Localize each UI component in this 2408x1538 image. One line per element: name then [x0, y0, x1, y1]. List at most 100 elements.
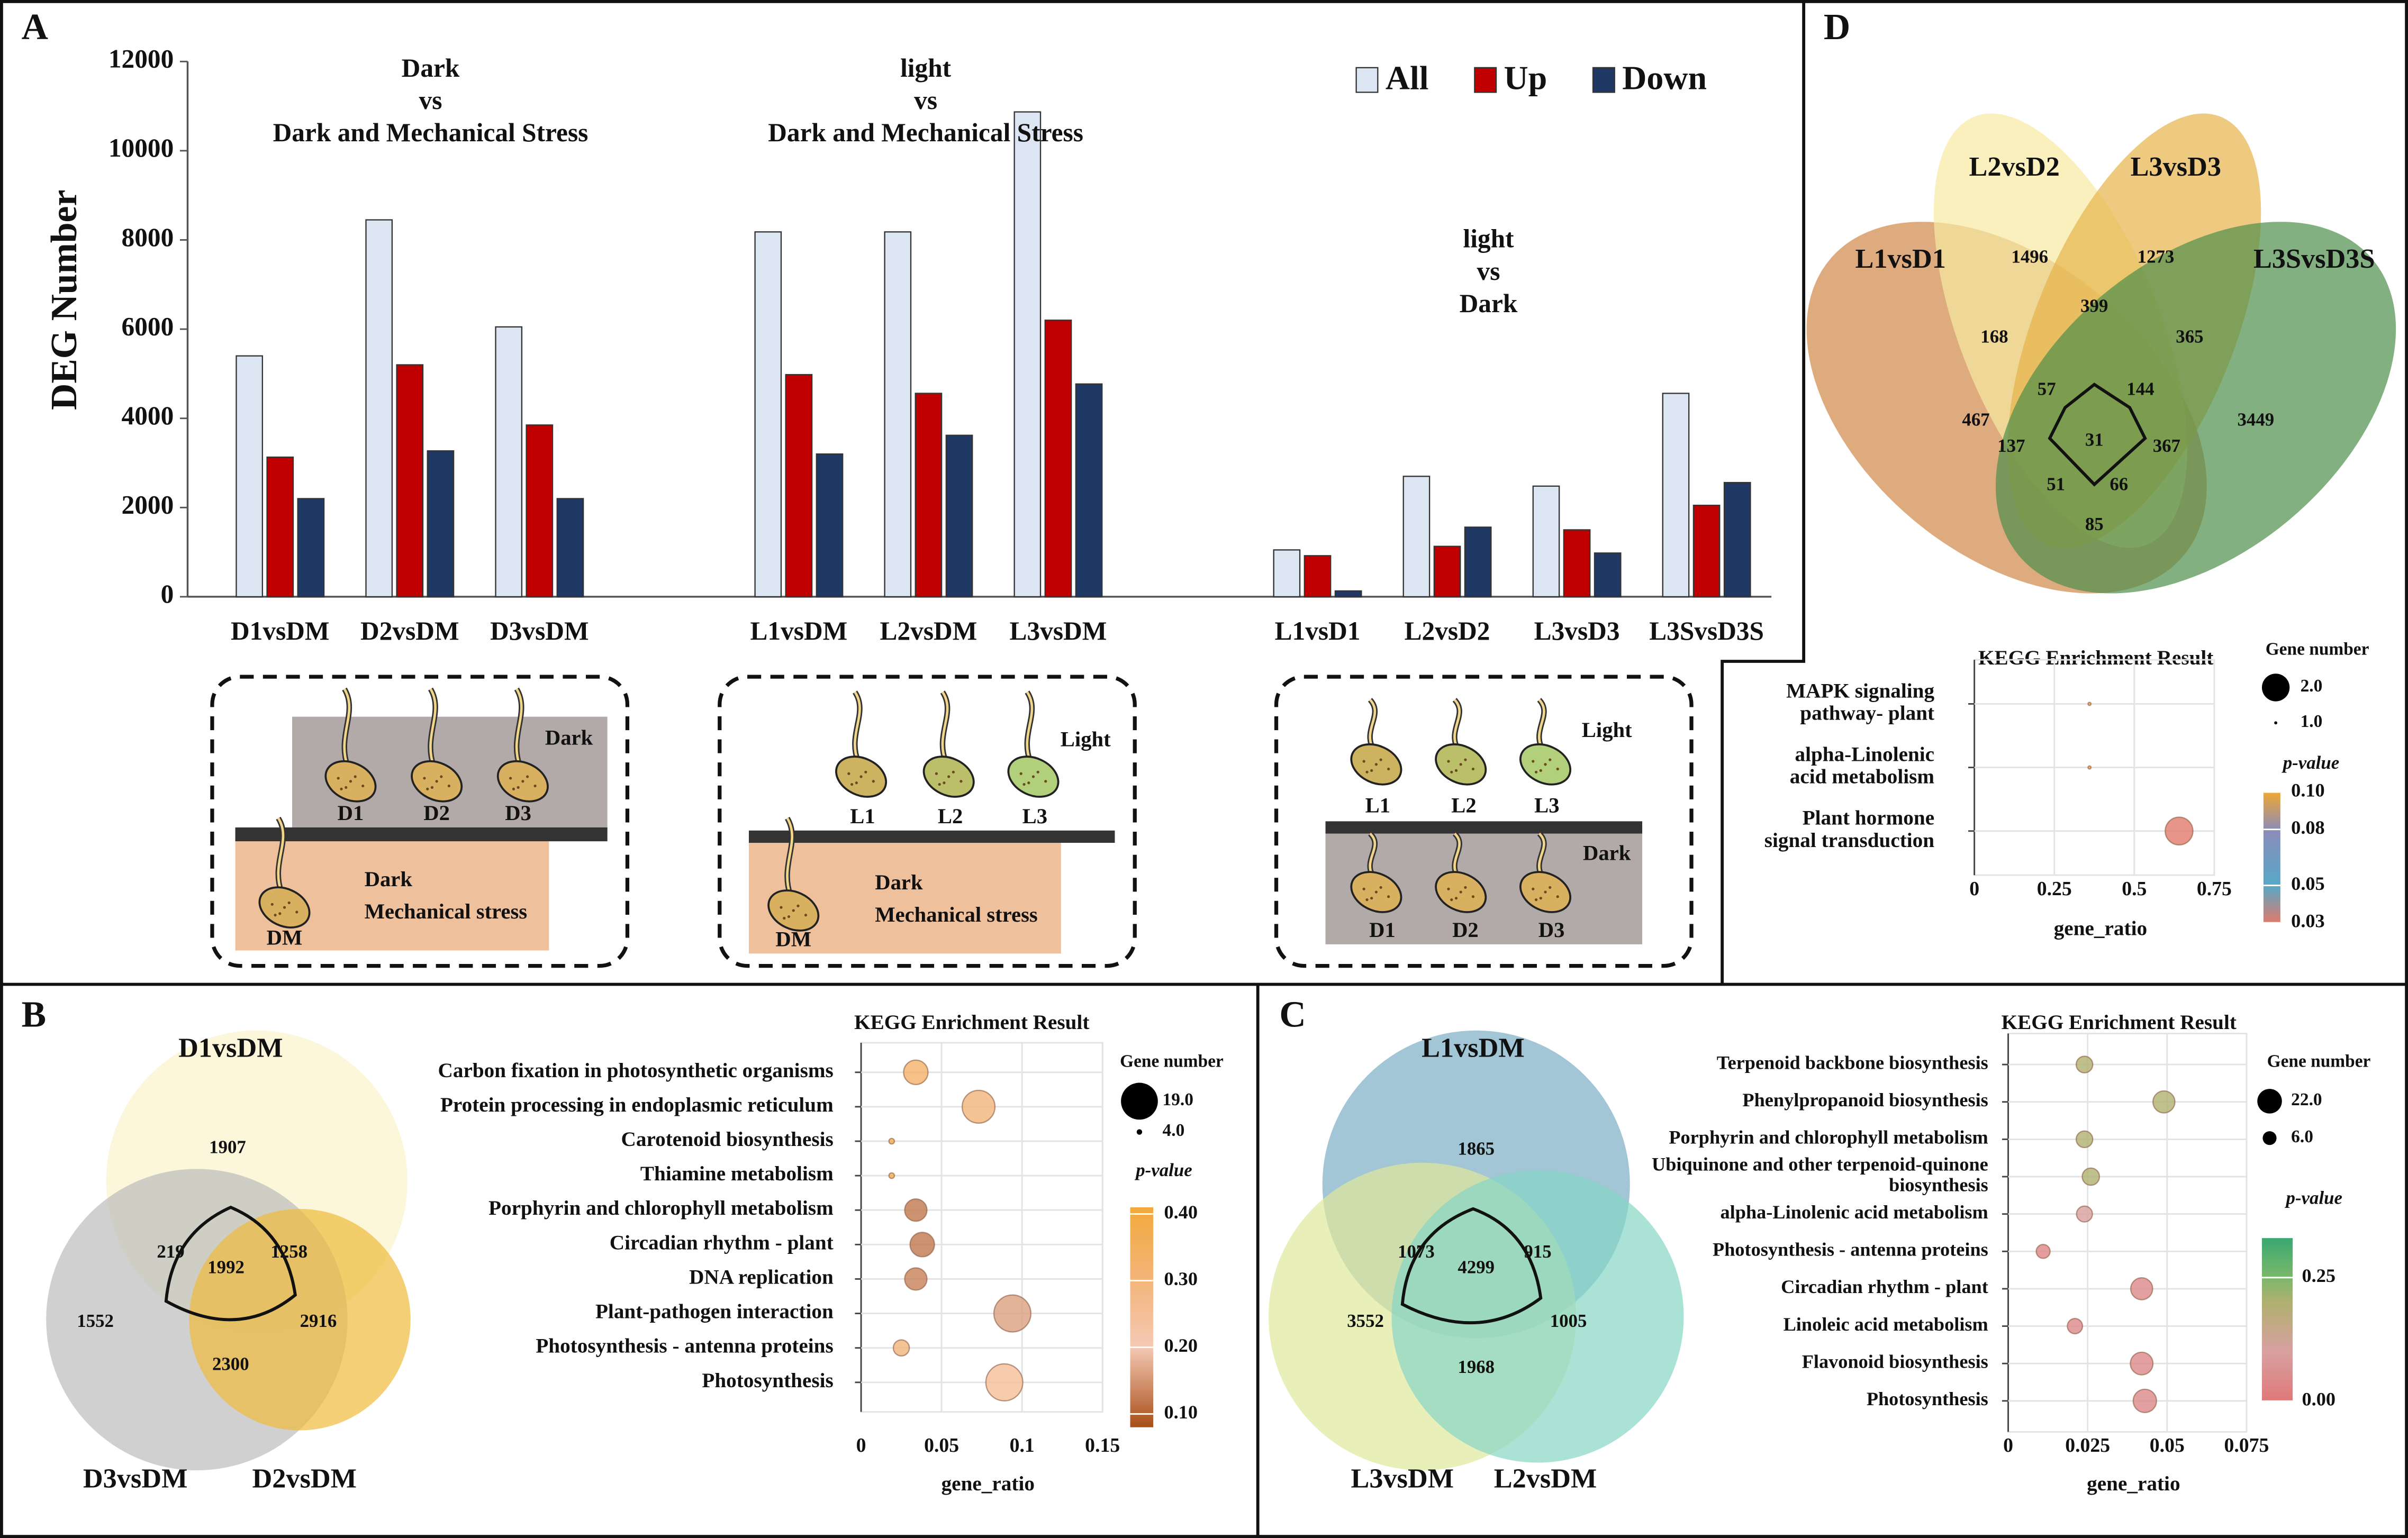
size-legend-mark: [1136, 1129, 1143, 1135]
bar: [1334, 590, 1362, 598]
bubble: [985, 1363, 1024, 1402]
seedling: [411, 687, 463, 803]
diagram-label: L3: [1022, 804, 1047, 828]
seedling: [1435, 831, 1487, 913]
bar: [1433, 545, 1461, 598]
barrier: [235, 827, 608, 842]
stem: [1538, 699, 1545, 750]
seed-dot: [847, 772, 850, 775]
seed-dot: [1454, 897, 1458, 900]
venn-set: [189, 1208, 411, 1431]
seed-dot: [1459, 763, 1462, 766]
seed-dot: [533, 784, 537, 788]
y-tick-label: 10000: [108, 133, 174, 162]
seed-dot: [354, 775, 357, 778]
y-tick-label: Carotenoid biosynthesis: [621, 1128, 834, 1151]
y-tick-label: Photosynthesis: [1867, 1388, 1988, 1409]
panel-label: C: [1279, 994, 1306, 1035]
seed-dot: [850, 782, 854, 786]
seedling: [1007, 690, 1060, 798]
seed-dot: [872, 780, 875, 783]
seed-dot: [938, 782, 941, 786]
stem: [343, 688, 351, 767]
y-tick-label: 0: [161, 579, 174, 608]
y-tick-label: Carbon fixation in photosynthetic organi…: [438, 1059, 834, 1082]
bar: [365, 219, 393, 598]
seed-dot: [1549, 758, 1552, 761]
x-tick-label: 0.5: [2122, 878, 2147, 900]
bar: [1723, 481, 1751, 598]
seed-dot: [1031, 775, 1035, 778]
seed-dot: [1036, 770, 1039, 773]
venn-count: 1865: [1458, 1138, 1495, 1159]
seed-dot: [1027, 781, 1030, 785]
venn-count: 1968: [1458, 1357, 1495, 1377]
bar: [754, 231, 782, 598]
diagram-box: [718, 675, 1137, 968]
bar: [1273, 549, 1301, 598]
diagram-label: D2: [1452, 918, 1479, 942]
venn-core: [2048, 383, 2147, 487]
bubble: [2067, 1318, 2084, 1335]
colorbar-label: 0.03: [2291, 911, 2325, 932]
stem: [1026, 691, 1034, 762]
y-tick-label-line: signal transduction: [1764, 829, 1935, 852]
seed-dot: [1379, 886, 1382, 889]
colorbar-label: 0.10: [1164, 1402, 1198, 1423]
bar: [1402, 476, 1431, 598]
bubble: [888, 1137, 895, 1145]
seed-dot: [1454, 769, 1458, 772]
bar: [884, 231, 912, 598]
venn-set-label: L1vsDM: [1422, 1032, 1525, 1063]
x-tick-label: L1vsD1: [1275, 616, 1361, 645]
annotation: vs: [914, 86, 937, 115]
legend-swatch: [1474, 67, 1497, 93]
bubble: [993, 1294, 1031, 1333]
seedling: [1519, 831, 1572, 913]
bar: [556, 498, 584, 598]
y-tick-label: 6000: [122, 312, 174, 341]
venn-count: 365: [2176, 326, 2203, 347]
bar: [1044, 320, 1072, 598]
seed-dot: [780, 906, 783, 909]
y-tick-label: MAPK signaling pathway- plant: [1786, 679, 1934, 724]
y-tick-label: Plant-pathogen interaction: [595, 1300, 834, 1323]
panel-label: D: [1824, 7, 1850, 48]
bubble: [2130, 1277, 2153, 1300]
panel-label: A: [22, 7, 48, 48]
y-tick-label: alpha-Linolenic acid metabolism: [1721, 1202, 1988, 1223]
seed-dot: [1464, 886, 1467, 889]
diagram-label: DM: [267, 925, 303, 949]
x-axis-label: gene_ratio: [2087, 1472, 2180, 1495]
annotation: Dark and Mechanical Stress: [768, 118, 1083, 147]
seed-dot: [935, 772, 938, 775]
size-legend-label: 2.0: [2301, 676, 2323, 696]
seed-dot: [1544, 763, 1547, 766]
diagram-box: [210, 675, 630, 968]
diagram-label: DM: [775, 927, 811, 951]
bubble: [904, 1198, 928, 1222]
venn-set-label: L3SvsD3S: [2253, 243, 2375, 274]
bar: [1662, 393, 1690, 598]
diagram-label: D3: [505, 801, 531, 825]
seed-dot: [1471, 895, 1475, 898]
y-tick-label-line: Ubiquinone and other terpenoid-quinone: [1652, 1154, 1988, 1175]
seed-dot: [1534, 770, 1538, 773]
seed-dot: [278, 912, 282, 915]
bar: [816, 453, 844, 598]
stem: [941, 691, 949, 762]
y-tick-label-line: Plant hormone: [1803, 807, 1934, 830]
x-tick-label: 0: [2003, 1434, 2013, 1457]
size-legend-mark: [1121, 1082, 1158, 1120]
venn-set-label: L3vsD3: [2131, 151, 2221, 182]
bar: [1532, 485, 1560, 598]
venn-set-label: L1vsD1: [1855, 243, 1945, 274]
bubble: [2076, 1205, 2093, 1223]
seed-dot: [1370, 897, 1373, 900]
bubble: [2132, 1388, 2157, 1413]
annotation: Dark: [402, 53, 460, 83]
bubble: [2165, 816, 2194, 846]
bar: [1563, 529, 1591, 598]
seed-dot: [1532, 887, 1535, 890]
